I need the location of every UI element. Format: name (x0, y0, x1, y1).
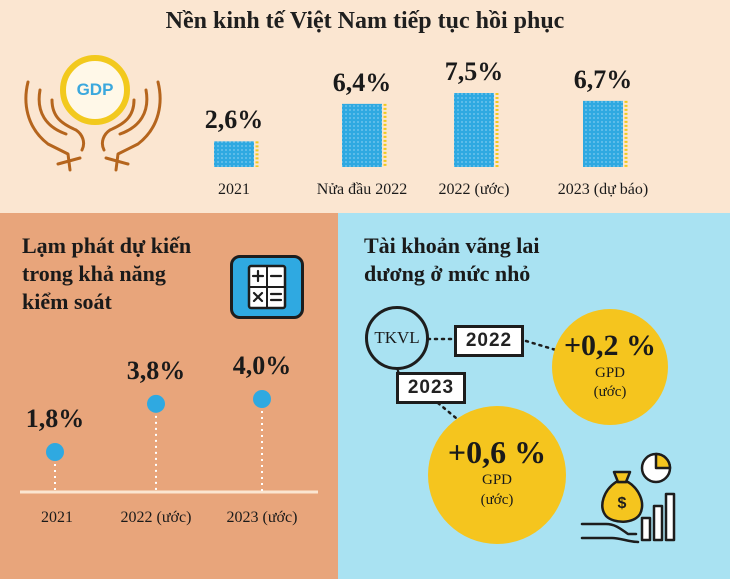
ca-2023-circle: +0,6 % GPD (ước) (428, 406, 566, 544)
money-bag-growth-icon: $ (580, 452, 676, 544)
gdp-badge-label: GDP (76, 80, 114, 99)
page-title: Nền kinh tế Việt Nam tiếp tục hồi phục (165, 8, 565, 34)
ca-2023-note: (ước) (480, 492, 514, 508)
ca-2022-note: (ước) (593, 384, 627, 400)
inflation-year-label-2: 2022 (ước) (120, 509, 192, 526)
inflation-title: Lạm phát dự kiến trong khả năng kiểm soá… (22, 232, 191, 316)
gdp-category-label-1: 2021 (218, 181, 250, 198)
ca-2022-value: +0,2 % (563, 329, 657, 362)
year-box-2022: 2022 (454, 325, 524, 357)
calculator-icon (230, 255, 304, 319)
inflation-title-line-3: kiểm soát (22, 289, 112, 314)
tkvl-badge: TKVL (365, 306, 429, 370)
svg-text:$: $ (618, 495, 627, 512)
gdp-hands-icon (24, 80, 162, 172)
inflation-value-label-1: 1,8% (25, 404, 85, 433)
inflation-dot-1 (46, 443, 64, 461)
inflation-value-label-2: 3,8% (126, 355, 186, 385)
gdp-category-label-2: Nửa đầu 2022 (316, 181, 408, 198)
year-box-2023: 2023 (396, 372, 466, 404)
gdp-value-label-2: 6,4% (332, 67, 392, 97)
inflation-year-label-1: 2021 (41, 509, 73, 526)
ca-2023-value: +0,6 % (447, 434, 547, 470)
gdp-coin-icon: GDP (60, 55, 130, 125)
inflation-title-line-1: Lạm phát dự kiến (22, 233, 192, 258)
gdp-bar-2 (342, 103, 382, 167)
inflation-value-label-3: 4,0% (232, 351, 292, 380)
inflation-dot-3 (253, 390, 271, 408)
gdp-value-label-4: 6,7% (573, 64, 633, 94)
gdp-value-label-1: 2,6% (204, 105, 264, 135)
current-account-title: Tài khoản vãng lai dương ở mức nhỏ (364, 232, 539, 288)
gdp-category-label-4: 2023 (dự báo) (557, 181, 649, 198)
ca-2022-circle: +0,2 % GPD (ước) (552, 309, 668, 425)
inflation-lollipop-chart (20, 390, 318, 494)
ca-2022-unit: GPD (594, 365, 625, 381)
inflation-dot-2 (147, 394, 165, 413)
inflation-year-label-3: 2023 (ước) (226, 509, 298, 526)
gdp-bar-3 (454, 93, 494, 167)
ca-2023-unit: GPD (481, 472, 512, 488)
inflation-title-line-2: trong khả năng (22, 261, 166, 286)
gdp-bar-chart (214, 93, 628, 167)
gdp-bar-4 (583, 100, 623, 167)
ca-title-line-2: dương ở mức nhỏ (364, 261, 531, 286)
ca-title-line-1: Tài khoản vãng lai (364, 233, 540, 258)
gdp-category-label-3: 2022 (ước) (438, 181, 510, 198)
gdp-value-label-3: 7,5% (444, 57, 504, 86)
gdp-bar-1 (214, 141, 254, 167)
